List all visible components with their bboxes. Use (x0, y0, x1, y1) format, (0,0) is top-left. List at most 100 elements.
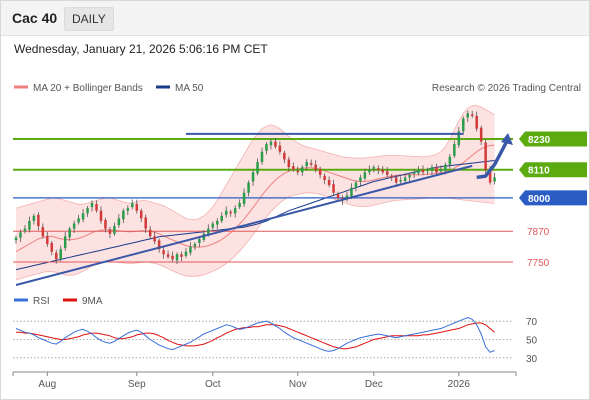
time-axis: Aug Sep Oct Nov Dec 2026 (12, 371, 517, 390)
time-tick-label: Aug (38, 379, 56, 390)
candle-body (453, 144, 456, 156)
candle-body (457, 131, 461, 146)
candle-body (493, 177, 496, 182)
rsi-line (15, 316, 495, 353)
candle-body (354, 182, 358, 188)
level-label-7750: 7750 (527, 258, 550, 269)
candle-body (403, 177, 407, 181)
header-bar: Cac 40 DAILY (1, 1, 589, 36)
timeframe-badge[interactable]: DAILY (64, 7, 114, 31)
legend-ma20-label: MA 20 + Bollinger Bands (33, 83, 143, 94)
candle-body (390, 175, 393, 178)
credit-text: Research © 2026 Trading Central (432, 83, 581, 94)
candle-body (81, 213, 85, 220)
candle-body (269, 141, 273, 146)
candle-body (162, 250, 165, 255)
time-tick-label: Sep (128, 379, 146, 390)
candle-body (90, 203, 94, 208)
candle-body (72, 223, 76, 229)
time-tick-label: Oct (205, 379, 221, 390)
level-label-8110: 8110 (528, 166, 550, 177)
candle-body (470, 114, 474, 116)
rsi-tick-50: 50 (526, 336, 538, 347)
candle-body (377, 168, 380, 170)
candle-body (350, 187, 353, 197)
projection-arrow (476, 138, 510, 180)
legend-rsi-label: RSI (33, 296, 50, 307)
rsi-tick-30: 30 (526, 354, 538, 365)
candle-body (256, 162, 259, 174)
candle-body (242, 192, 246, 205)
candle-body (108, 229, 112, 234)
candle-body (448, 156, 452, 165)
projection-arrow-head (501, 132, 513, 145)
candle-body (233, 208, 237, 214)
candle-body (224, 210, 228, 215)
candle-body (296, 170, 300, 173)
candle-body (144, 217, 147, 229)
candle-body (368, 169, 371, 173)
candle-body (189, 246, 192, 253)
candle-body (292, 166, 295, 170)
candle-body (99, 210, 103, 221)
rsi-panel: 70 50 30 (13, 316, 538, 365)
candle-body (77, 218, 80, 223)
candle-body (37, 214, 40, 227)
legend-ma50-label: MA 50 (175, 83, 204, 94)
candle-body (68, 228, 71, 238)
candle-body (171, 255, 174, 260)
candle-body (412, 172, 416, 174)
candle-body (278, 145, 282, 152)
candle-body (332, 184, 335, 193)
candle-body (117, 218, 121, 226)
candle-body (444, 164, 447, 171)
candle-body (19, 232, 22, 238)
price-panel: 8230 8110 8000 7870 7750 (13, 105, 587, 286)
candle-body (135, 204, 139, 211)
candle-body (166, 254, 170, 257)
candle-body (309, 163, 313, 165)
candle-body (372, 167, 376, 169)
candle-body (95, 204, 98, 211)
candle-body (345, 195, 349, 200)
candle-body (184, 251, 188, 256)
candle-body (385, 171, 389, 175)
candle-body (327, 179, 331, 186)
candle-body (251, 172, 255, 182)
candle-body (211, 223, 215, 228)
candle-body (381, 169, 385, 173)
ma50-line (15, 160, 495, 271)
candle-body (435, 167, 438, 173)
rsi-ma-line (16, 322, 495, 350)
candle-body (157, 240, 161, 250)
candle-body (50, 242, 54, 252)
candle-body (462, 118, 465, 132)
candle-body (399, 179, 402, 182)
legend-rsima-label: 9MA (82, 296, 103, 307)
candle-body (220, 215, 223, 221)
candle-body (113, 226, 116, 234)
candle-body (287, 159, 291, 168)
level-tag-8000 (519, 190, 587, 206)
candle-body (274, 141, 277, 147)
instrument-title: Cac 40 (12, 10, 58, 26)
candle-body (126, 208, 130, 211)
bollinger-band-area (16, 105, 495, 280)
level-label-8000: 8000 (528, 194, 551, 205)
candle-body (417, 169, 420, 174)
candle-body (421, 169, 425, 173)
candle-body (488, 169, 492, 183)
candle-body (336, 193, 340, 198)
candle-body (122, 210, 125, 220)
candle-body (260, 151, 264, 163)
candle-body (238, 203, 241, 208)
candle-body (318, 168, 322, 175)
candle-body (32, 215, 36, 221)
candle-body (229, 211, 232, 214)
candle-body (323, 175, 326, 180)
candle-body (301, 167, 304, 173)
candle-body (104, 219, 107, 229)
candle-body (479, 127, 483, 142)
rsi-tick-70: 70 (526, 317, 538, 328)
candle-body (153, 236, 156, 242)
